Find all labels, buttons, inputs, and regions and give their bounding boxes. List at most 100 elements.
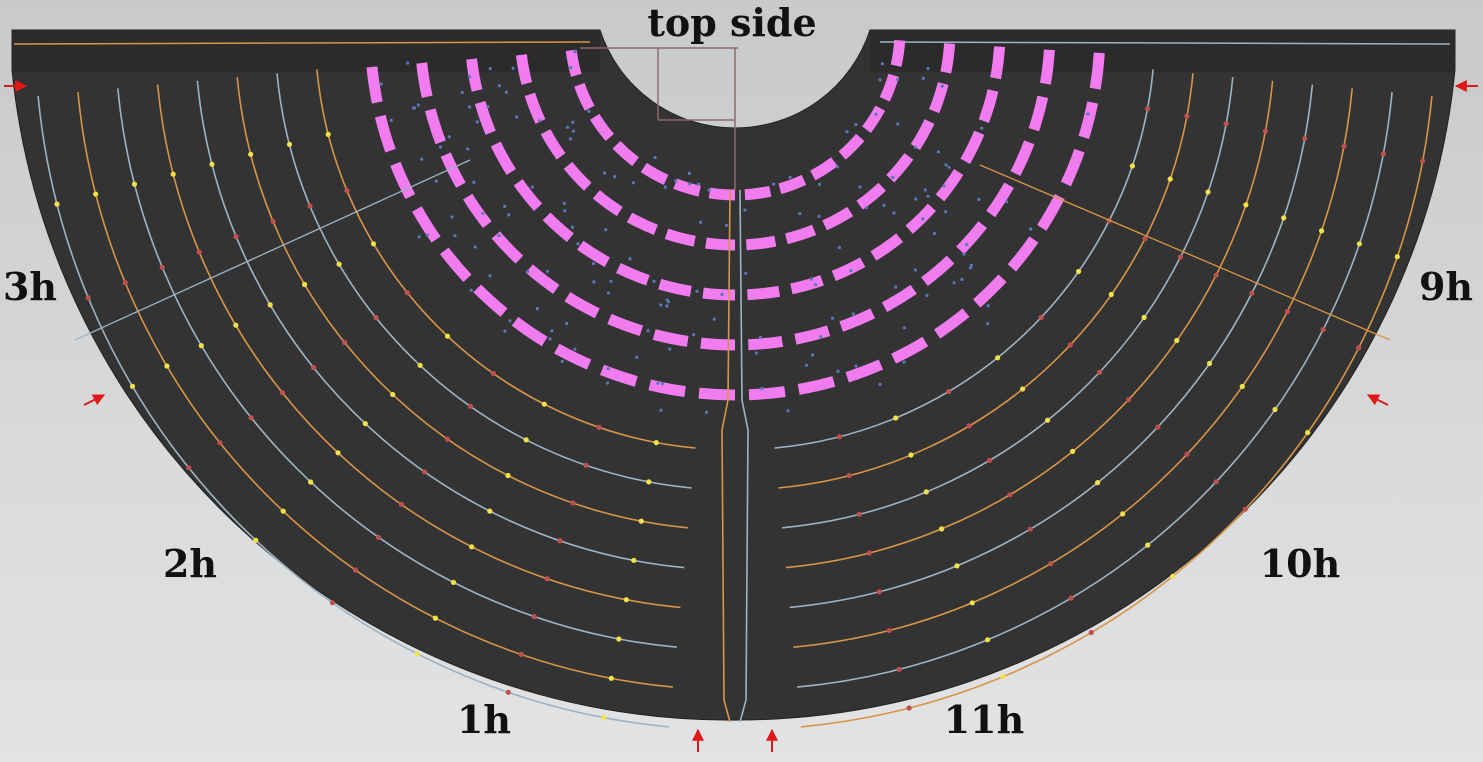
via-dot: [538, 119, 541, 122]
via-dot: [854, 123, 857, 126]
component-dot: [371, 241, 376, 246]
component-dot: [1381, 151, 1386, 156]
component-dot: [1028, 527, 1033, 532]
via-dot: [891, 176, 894, 179]
via-dot: [688, 172, 691, 175]
component-dot: [1305, 430, 1310, 435]
component-dot: [342, 340, 347, 345]
component-dot: [1205, 189, 1210, 194]
via-dot: [503, 205, 506, 208]
component-dot: [1243, 507, 1248, 512]
via-dot: [914, 146, 917, 149]
component-dot: [1214, 273, 1219, 278]
via-dot: [668, 347, 671, 350]
component-dot: [924, 489, 929, 494]
component-dot: [1168, 176, 1173, 181]
component-dot: [1281, 215, 1286, 220]
via-dot: [953, 281, 956, 284]
via-dot: [632, 181, 635, 184]
component-dot: [505, 473, 510, 478]
component-dot: [545, 576, 550, 581]
component-dot: [1178, 254, 1183, 259]
via-dot: [592, 280, 595, 283]
via-dot: [505, 91, 508, 94]
via-dot: [1086, 112, 1089, 115]
component-dot: [654, 440, 659, 445]
magenta-pad: [745, 191, 770, 195]
magenta-pad: [650, 385, 685, 392]
via-dot: [760, 387, 763, 390]
via-dot: [811, 353, 814, 356]
via-dot: [572, 130, 575, 133]
via-dot: [569, 66, 572, 69]
component-dot: [186, 465, 191, 470]
component-dot: [639, 519, 644, 524]
magenta-pad: [896, 40, 900, 65]
via-dot: [933, 232, 936, 235]
component-dot: [451, 580, 456, 585]
via-dot: [903, 326, 906, 329]
component-dot: [1214, 479, 1219, 484]
via-dot: [881, 62, 884, 65]
via-dot: [468, 75, 471, 78]
via-dot: [674, 179, 677, 182]
via-dot: [743, 208, 746, 211]
component-dot: [326, 132, 331, 137]
via-dot: [546, 270, 549, 273]
component-dot: [967, 423, 972, 428]
via-dot: [699, 221, 702, 224]
component-dot: [542, 402, 547, 407]
via-dot: [948, 166, 951, 169]
component-dot: [1249, 291, 1254, 296]
component-dot: [1020, 386, 1025, 391]
component-dot: [939, 526, 944, 531]
via-dot: [786, 409, 789, 412]
via-dot: [606, 381, 609, 384]
component-dot: [217, 440, 222, 445]
component-dot: [1170, 574, 1175, 579]
component-dot: [287, 142, 292, 147]
component-dot: [570, 500, 575, 505]
sector-label-3h: 3h: [3, 264, 57, 309]
via-dot: [571, 121, 574, 124]
magenta-pad: [747, 291, 779, 294]
magenta-pad: [372, 67, 377, 103]
via-dot: [573, 50, 576, 53]
via-dot: [486, 105, 489, 108]
via-dot: [474, 245, 477, 248]
magenta-pad: [521, 55, 526, 84]
via-dot: [507, 213, 510, 216]
magenta-pad: [660, 284, 691, 291]
via-dot: [1029, 227, 1032, 230]
magenta-pad: [571, 50, 576, 75]
via-dot: [944, 210, 947, 213]
component-dot: [86, 295, 91, 300]
component-dot: [353, 567, 358, 572]
via-dot: [512, 67, 515, 70]
via-dot: [969, 266, 972, 269]
component-dot: [1207, 361, 1212, 366]
component-dot: [1142, 315, 1147, 320]
component-dot: [445, 334, 450, 339]
via-dot: [814, 283, 817, 286]
via-dot: [925, 294, 928, 297]
component-dot: [390, 392, 395, 397]
component-dot: [601, 715, 606, 720]
component-dot: [1000, 674, 1005, 679]
component-dot: [893, 415, 898, 420]
via-dot: [697, 183, 700, 186]
via-dot: [855, 365, 858, 368]
via-dot: [417, 103, 420, 106]
via-dot: [818, 183, 821, 186]
component-dot: [197, 249, 202, 254]
top-strip-left: [12, 30, 600, 72]
via-dot: [470, 289, 473, 292]
component-dot: [596, 425, 601, 430]
component-dot: [487, 509, 492, 514]
via-dot: [986, 322, 989, 325]
via-dot: [772, 183, 775, 186]
via-dot: [604, 228, 607, 231]
component-dot: [1126, 397, 1131, 402]
via-dot: [587, 110, 590, 113]
via-dot: [838, 246, 841, 249]
